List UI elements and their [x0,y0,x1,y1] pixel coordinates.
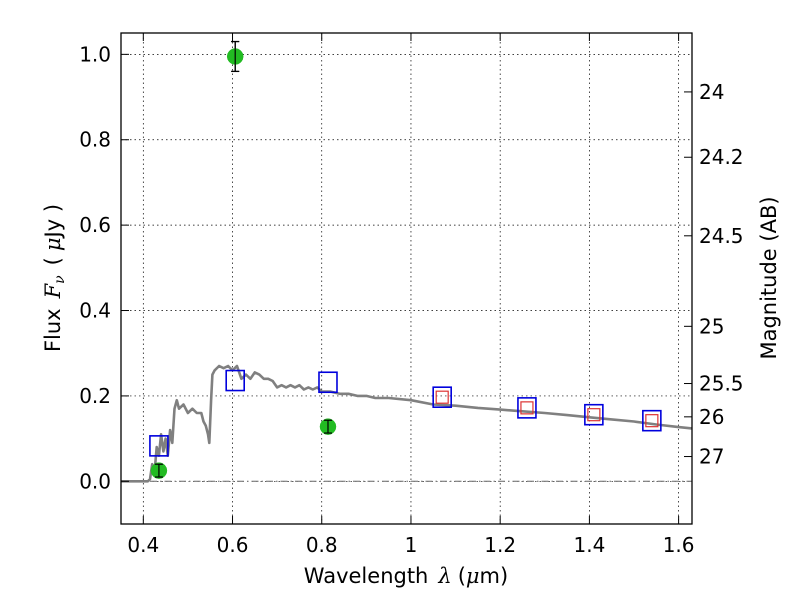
model-square-outer [432,386,452,408]
y-axis-label-unit-open: ( [41,257,65,265]
x-tick-label: 0.6 [217,533,249,557]
magnitude-tick-label: 26 [699,405,724,429]
model-square-outer [517,397,537,419]
model-square-outer [642,409,662,432]
grid [121,33,692,524]
x-axis-label: Wavelength λ (μm) [304,564,508,588]
y-tick-label: 0.8 [79,128,111,152]
magnitude-tick-label: 25 [699,314,724,338]
plot-frame [120,32,693,525]
marker-group [149,40,662,479]
magnitude-tick-label: 24 [699,80,724,104]
observed-point [319,418,337,435]
x-axis-label-unit-mu: μ [466,564,480,588]
y-axis-label: Flux Fν ( μJy ) [41,204,68,352]
x-tick-label: 1.4 [573,533,605,557]
ticks: 0.4 0.6 0.8 1 1.2 1.4 1.6 0.0 0.2 0.4 0.6 0.8 1.0 24 2… [79,33,744,557]
x-tick-label: 0.8 [306,533,338,557]
magnitude-tick-label: 24.5 [699,224,744,248]
model-square-inner [435,390,449,404]
y-tick-label: 0.0 [79,469,111,493]
y-tick-label: 0.2 [79,384,111,408]
y-axis-label-unit-mu: μ [41,237,65,251]
magnitude-tick-label: 24.2 [699,145,744,169]
observed-point [226,40,244,73]
model-square-nested [584,403,604,426]
x-tick-label: 1 [405,533,418,557]
x-tick-label: 0.4 [127,533,159,557]
magnitude-axis-label: Magnitude (AB) [757,196,781,359]
y-tick-label: 1.0 [79,42,111,66]
magnitude-tick-label: 25.5 [699,372,744,396]
x-axis-label-unit-open: ( [458,564,466,588]
observed-point [150,462,168,479]
y-axis-label-prefix: Flux [41,308,65,352]
model-square [225,369,245,392]
y-axis-label-subscript: ν [52,275,68,284]
model-square-inner [587,408,601,422]
model-square-inner [520,401,534,415]
y-axis-label-unit-rest: Jy ) [41,204,65,240]
model-square [149,435,169,457]
x-tick-label: 1.2 [484,533,516,557]
x-axis-label-symbol: λ [437,564,451,588]
magnitude-tick-label: 27 [699,445,724,469]
model-square-outer [584,403,604,426]
y-tick-label: 0.4 [79,299,111,323]
x-axis-label-unit-rest: m) [480,564,509,588]
y-tick-label: 0.6 [79,213,111,237]
model-square [318,371,338,394]
x-axis-label-prefix: Wavelength [304,564,429,588]
x-tick-label: 1.6 [663,533,695,557]
model-square-inner [645,414,659,428]
model-square-nested [432,386,452,408]
y-axis-label-symbol: F [41,282,65,299]
model-square-nested [517,397,537,419]
model-square-nested [642,409,662,432]
